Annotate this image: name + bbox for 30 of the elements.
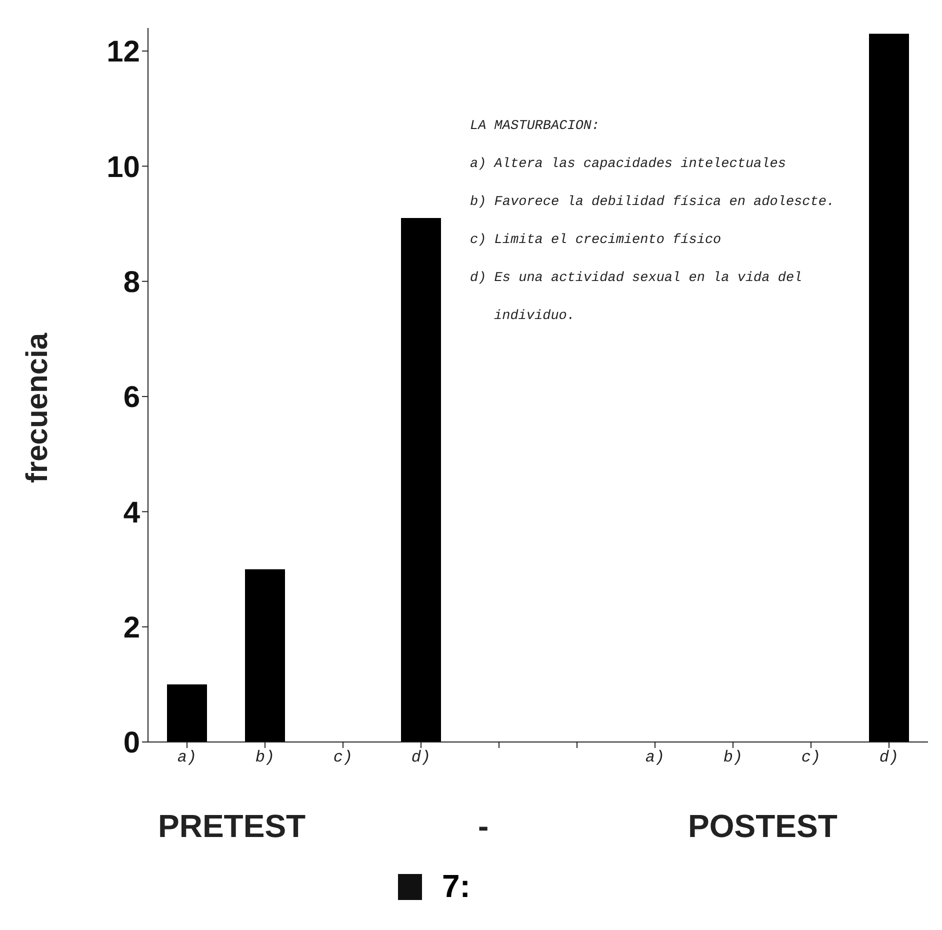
annotation: LA MASTURBACION: bbox=[470, 118, 601, 136]
y-tick-label: 12 bbox=[106, 36, 140, 69]
text: - bbox=[478, 808, 489, 845]
y-tick-label: 0 bbox=[123, 726, 140, 760]
y-axis-title: frecuencia bbox=[21, 332, 55, 484]
x-tick-label: d) bbox=[879, 748, 899, 766]
annotation: individuo. bbox=[493, 308, 576, 326]
x-tick-label: b) bbox=[723, 748, 743, 766]
x-tick-label: a) bbox=[177, 748, 197, 766]
y-tick-label: 8 bbox=[123, 266, 140, 300]
bar bbox=[245, 569, 285, 742]
annotation: a) Altera las capacidades intelectuales bbox=[470, 156, 787, 174]
text: PRETEST bbox=[158, 808, 306, 845]
bar bbox=[401, 218, 441, 742]
bar bbox=[869, 34, 909, 742]
x-tick-label: d) bbox=[411, 748, 431, 766]
text: 7: bbox=[442, 868, 470, 905]
annotation: b) Favorece la debilidad física en adolescte. bbox=[470, 194, 835, 212]
y-tick-label: 6 bbox=[123, 381, 140, 414]
x-tick-label: c) bbox=[333, 748, 353, 766]
x-tick-label: b) bbox=[255, 748, 275, 766]
annotation: c) Limita el crecimiento físico bbox=[470, 232, 722, 250]
y-tick-label: 10 bbox=[106, 150, 140, 184]
text: POSTEST bbox=[688, 808, 838, 845]
annotation: d) Es una actividad sexual en la vida del bbox=[470, 270, 804, 288]
x-tick-label: c) bbox=[801, 748, 821, 766]
bar bbox=[167, 684, 207, 742]
y-tick-label: 4 bbox=[123, 496, 140, 530]
y-tick-label: 2 bbox=[123, 611, 140, 644]
x-tick-label: a) bbox=[645, 748, 665, 766]
